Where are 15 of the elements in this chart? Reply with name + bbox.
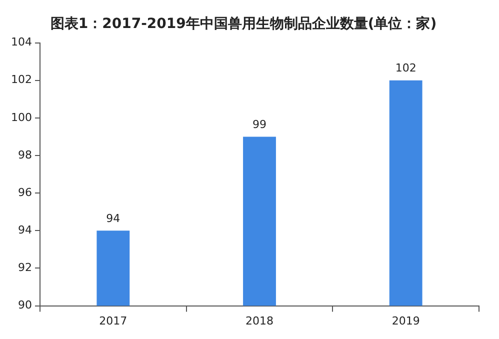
x-tick-label: 2017 xyxy=(99,314,128,328)
x-tick-label: 2019 xyxy=(392,314,420,328)
y-tick-label: 104 xyxy=(10,36,32,49)
y-tick-label: 100 xyxy=(10,110,32,124)
y-tick-label: 98 xyxy=(18,148,32,162)
data-label: 94 xyxy=(106,212,120,226)
y-tick-label: 92 xyxy=(18,261,32,274)
data-label: 99 xyxy=(252,118,266,132)
y-tick-label: 90 xyxy=(18,298,32,312)
y-tick-label: 96 xyxy=(18,186,32,199)
data-label: 102 xyxy=(395,62,416,75)
y-tick-label: 102 xyxy=(10,73,32,86)
y-tick-label: 94 xyxy=(18,224,32,237)
x-tick-label: 2018 xyxy=(246,314,274,328)
chart-title: 图表1：2017-2019年中国兽用生物制品企业数量(单位：家) xyxy=(50,15,437,32)
